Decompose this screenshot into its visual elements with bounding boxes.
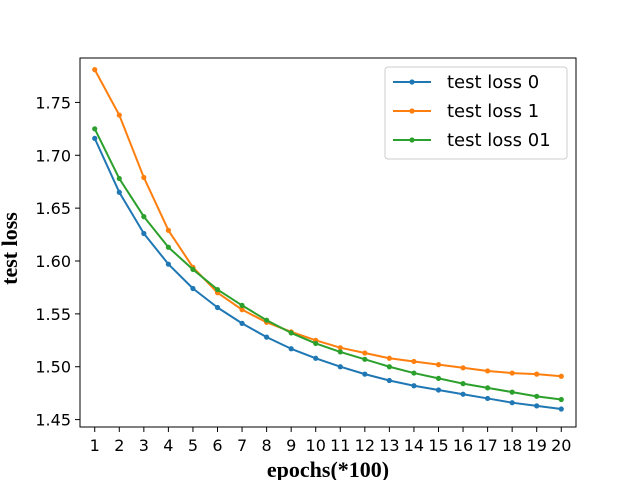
data-point (337, 364, 343, 370)
y-tick-label: 1.65 (35, 199, 71, 218)
data-point (485, 395, 491, 402)
data-point (411, 370, 417, 376)
data-point (534, 371, 540, 377)
data-point (411, 358, 417, 365)
data-point (239, 302, 245, 309)
data-point (534, 403, 540, 409)
data-point (165, 244, 171, 250)
data-point (558, 396, 564, 403)
x-tick-label: 5 (188, 436, 198, 455)
x-tick-label: 13 (379, 436, 399, 455)
data-point (141, 174, 147, 181)
data-point (435, 387, 442, 393)
x-tick-label: 4 (163, 436, 173, 455)
data-point (386, 364, 392, 370)
x-tick-label: 3 (139, 436, 149, 455)
legend-label: test loss 1 (447, 101, 539, 122)
y-tick-label: 1.55 (35, 305, 71, 324)
data-point (214, 286, 221, 293)
data-point (92, 135, 98, 141)
legend-marker (409, 79, 415, 85)
y-tick-label: 1.50 (35, 358, 71, 377)
data-point (558, 406, 564, 412)
data-point (435, 375, 442, 381)
data-point (116, 112, 122, 118)
legend-box (384, 66, 568, 160)
data-point (116, 189, 122, 195)
x-tick-label: 2 (114, 436, 124, 455)
legend-label: test loss 0 (447, 72, 539, 93)
x-tick-label: 8 (262, 436, 272, 455)
data-point (92, 126, 98, 132)
data-point (288, 330, 294, 336)
data-point (509, 389, 515, 395)
legend-marker (409, 108, 415, 114)
data-point (264, 334, 270, 340)
data-point (190, 285, 196, 292)
x-tick-label: 18 (502, 436, 522, 455)
legend-label: test loss 01 (447, 130, 551, 151)
data-point (141, 214, 147, 220)
x-tick-label: 20 (551, 436, 571, 455)
data-point (485, 385, 491, 391)
x-tick-label: 9 (286, 436, 296, 455)
series-line-2 (93, 128, 562, 401)
data-point (239, 320, 245, 326)
x-tick-label: 10 (306, 436, 326, 455)
data-point (190, 266, 196, 273)
data-point (165, 261, 171, 267)
data-point (362, 350, 368, 356)
data-point (558, 373, 564, 379)
data-point (288, 346, 294, 352)
data-point (509, 370, 515, 376)
data-point (460, 365, 466, 371)
data-point (435, 362, 442, 368)
x-tick-label: 14 (404, 436, 424, 455)
data-point (141, 230, 147, 237)
x-tick-label: 11 (330, 436, 350, 455)
y-tick-label: 1.70 (35, 146, 71, 165)
plot-frame (79, 57, 577, 428)
y-tick-label: 1.45 (35, 411, 71, 430)
data-point (411, 383, 417, 389)
data-point (337, 349, 343, 355)
data-point (92, 67, 98, 73)
data-point (362, 371, 368, 377)
series-line-1 (93, 69, 562, 378)
data-point (239, 307, 245, 313)
data-point (386, 377, 392, 384)
x-tick-label: 15 (428, 436, 448, 455)
data-point (313, 355, 319, 361)
x-tick-label: 6 (212, 436, 222, 455)
data-point (214, 304, 221, 311)
y-tick-label: 1.60 (35, 252, 71, 271)
x-tick-label: 12 (355, 436, 375, 455)
x-tick-label: 19 (527, 436, 547, 455)
x-tick-label: 16 (453, 436, 473, 455)
x-tick-label: 17 (477, 436, 497, 455)
series-line-0 (93, 137, 562, 411)
x-tick-label: 1 (90, 436, 100, 455)
data-point (386, 355, 392, 361)
y-tick-label: 1.75 (35, 93, 71, 112)
data-point (460, 381, 466, 387)
x-axis-title: epochs(*100) (267, 457, 389, 480)
x-tick-label: 7 (237, 436, 247, 455)
legend-marker (409, 137, 415, 143)
data-point (509, 400, 515, 406)
data-point (264, 317, 270, 323)
data-point (337, 345, 343, 351)
data-point (165, 227, 171, 233)
y-axis-title: test loss (0, 212, 22, 285)
data-point (362, 356, 368, 362)
data-point (485, 368, 491, 374)
data-point (313, 340, 319, 347)
data-point (460, 391, 466, 397)
data-point (534, 393, 540, 399)
data-point (116, 175, 122, 182)
